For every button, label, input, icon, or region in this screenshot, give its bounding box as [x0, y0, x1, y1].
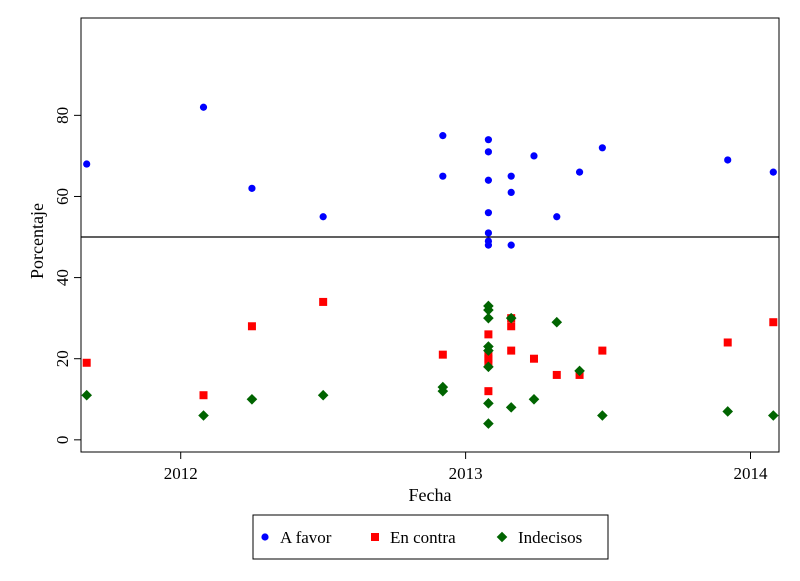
x-tick-label: 2013 — [449, 464, 483, 483]
y-tick-label: 80 — [53, 107, 72, 124]
data-point-square — [598, 346, 607, 355]
legend-label: En contra — [390, 528, 456, 547]
y-tick-label: 0 — [53, 436, 72, 445]
data-point-diamond — [768, 410, 779, 421]
data-point-diamond — [483, 345, 494, 356]
data-point-diamond — [574, 365, 585, 377]
data-point-diamond — [246, 393, 258, 405]
y-tick-label: 20 — [53, 350, 72, 367]
data-point-circle — [507, 241, 515, 249]
data-point-diamond — [483, 398, 494, 409]
data-point-circle — [484, 148, 493, 156]
data-point-circle — [439, 132, 447, 140]
data-point-circle — [575, 168, 584, 176]
data-point-circle — [530, 152, 538, 160]
data-point-square — [319, 297, 328, 306]
data-point-square — [82, 358, 91, 367]
data-point-diamond — [317, 389, 329, 401]
data-point-circle — [598, 144, 606, 152]
data-point-square — [199, 391, 208, 400]
data-point-circle — [484, 229, 493, 237]
data-point-circle — [769, 168, 777, 176]
data-point-square — [484, 387, 493, 396]
data-point-diamond — [483, 304, 494, 316]
data-point-square — [484, 354, 493, 363]
data-point-circle — [484, 241, 493, 249]
legend-label: A favor — [280, 528, 332, 547]
data-point-diamond — [81, 389, 92, 401]
data-point-diamond — [528, 393, 540, 405]
data-point-square — [507, 322, 516, 331]
plot-area — [80, 17, 780, 453]
series-diamond — [81, 300, 779, 429]
data-point-circle — [199, 103, 208, 111]
x-axis-label: Fecha — [409, 485, 452, 505]
y-tick-label: 40 — [53, 269, 72, 286]
data-point-square — [529, 354, 538, 363]
data-point-diamond — [551, 316, 563, 328]
data-point-circle — [484, 176, 493, 184]
data-point-diamond — [505, 402, 517, 413]
data-point-square — [438, 350, 447, 359]
y-tick-label: 60 — [53, 188, 72, 205]
data-point-square — [507, 346, 516, 355]
x-tick-label: 2014 — [734, 464, 769, 483]
data-point-circle — [83, 160, 91, 168]
y-axis-label: Porcentaje — [27, 203, 47, 279]
data-point-circle — [248, 184, 256, 192]
data-point-diamond — [505, 312, 517, 324]
series-circle — [83, 103, 777, 249]
data-point-diamond — [437, 385, 449, 397]
data-point-circle — [439, 172, 447, 180]
data-point-diamond — [597, 410, 608, 421]
data-point-circle — [553, 213, 561, 221]
data-point-square — [484, 330, 493, 339]
data-point-circle — [724, 156, 732, 164]
data-point-circle — [319, 213, 327, 221]
series-square — [82, 297, 778, 400]
data-point-circle — [507, 172, 515, 180]
data-point-square — [723, 338, 732, 347]
data-point-square — [552, 370, 561, 379]
plot-frame — [80, 17, 780, 453]
data-point-square — [769, 318, 778, 327]
data-point-diamond — [483, 312, 494, 324]
legend-label: Indecisos — [518, 528, 582, 547]
data-point-diamond — [722, 406, 734, 417]
data-points — [81, 103, 779, 429]
x-tick-label: 2012 — [164, 464, 198, 483]
legend-marker-diamond — [496, 531, 508, 543]
data-point-circle — [484, 136, 493, 144]
y-axis: 0 20 40 60 80 — [53, 107, 81, 444]
data-point-square — [247, 322, 256, 331]
legend-marker-circle — [261, 533, 269, 541]
data-point-circle — [484, 209, 493, 217]
legend-box — [252, 514, 609, 560]
data-point-circle — [507, 188, 515, 197]
legend-marker-square — [371, 533, 379, 541]
data-point-diamond — [483, 361, 494, 373]
data-point-diamond — [198, 410, 209, 421]
x-axis: 2012 2013 2014 — [164, 452, 768, 483]
data-point-diamond — [483, 418, 494, 429]
legend: A favor En contra Indecisos — [252, 514, 609, 560]
